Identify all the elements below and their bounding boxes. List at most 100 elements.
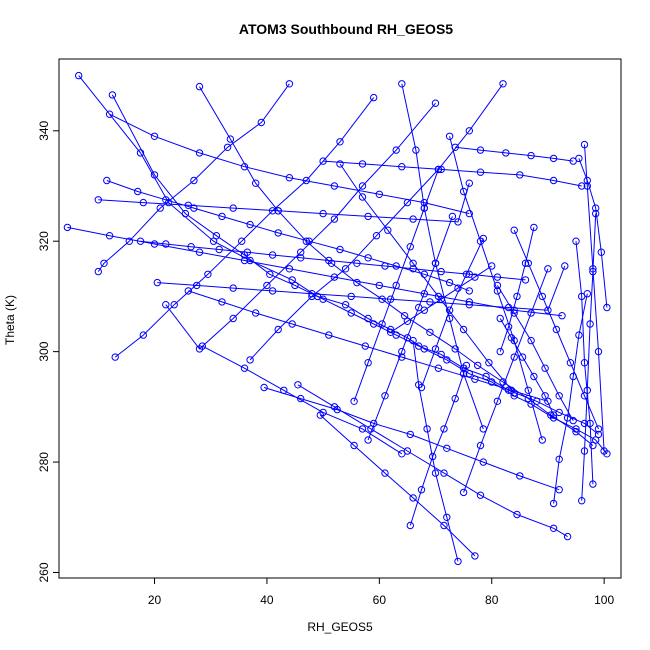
data-point <box>409 259 417 267</box>
data-point <box>589 441 597 450</box>
data-point <box>569 416 577 425</box>
data-point <box>150 132 159 141</box>
series-15 <box>184 287 552 405</box>
data-point <box>297 394 305 403</box>
data-point <box>150 240 159 248</box>
series-line-32 <box>367 216 453 441</box>
data-point <box>549 524 558 532</box>
data-point <box>580 359 589 367</box>
data-point <box>274 207 282 215</box>
data-point <box>465 301 473 309</box>
data-point <box>527 336 535 345</box>
series-25 <box>572 237 597 488</box>
data-point <box>325 256 333 265</box>
data-point <box>448 212 457 221</box>
series-line-14 <box>157 265 566 311</box>
data-point <box>246 220 254 229</box>
series-line-26 <box>584 144 605 452</box>
data-point <box>437 350 445 359</box>
series-19 <box>316 411 479 560</box>
data-point <box>139 198 148 207</box>
data-point <box>412 146 420 154</box>
data-point <box>336 138 344 146</box>
data-point <box>193 281 201 290</box>
series-3 <box>195 82 597 450</box>
series-line-7 <box>249 83 504 361</box>
data-point <box>125 237 134 245</box>
data-point <box>268 287 277 295</box>
data-point <box>541 364 549 372</box>
x-tick-label: 20 <box>148 593 162 607</box>
data-point <box>510 353 518 361</box>
data-point <box>426 328 434 336</box>
data-point <box>502 149 510 157</box>
series-line-29 <box>323 160 582 187</box>
data-point <box>589 265 597 273</box>
data-point <box>479 458 487 466</box>
data-point <box>549 176 558 185</box>
data-point <box>493 397 502 405</box>
series-28 <box>451 143 577 165</box>
data-point <box>240 256 249 265</box>
data-point <box>108 91 117 99</box>
data-point <box>417 486 426 494</box>
data-point <box>572 237 580 245</box>
x-tick-label: 80 <box>485 593 499 607</box>
data-point <box>288 320 296 328</box>
data-point <box>364 212 372 221</box>
data-point <box>111 353 119 361</box>
data-point <box>431 259 440 267</box>
series-line-37 <box>499 227 535 352</box>
series-line-4 <box>97 83 290 272</box>
data-point <box>510 226 518 234</box>
data-point <box>285 174 294 182</box>
data-point <box>504 323 513 331</box>
data-point <box>212 232 221 240</box>
data-point <box>347 309 355 317</box>
data-point <box>474 361 482 370</box>
data-point <box>63 223 72 232</box>
data-point <box>437 267 445 276</box>
data-point <box>226 135 235 143</box>
data-point <box>375 281 383 290</box>
data-point <box>594 425 603 433</box>
data-point <box>297 248 305 256</box>
data-point <box>569 157 577 165</box>
data-point <box>549 411 558 419</box>
data-point <box>445 132 454 141</box>
data-point <box>580 447 589 455</box>
data-point <box>294 381 302 389</box>
data-point <box>190 204 198 212</box>
data-point <box>552 325 561 334</box>
data-point <box>513 292 521 301</box>
series-26 <box>580 140 608 455</box>
series-10 <box>94 179 473 226</box>
data-point <box>198 342 207 350</box>
series-line-11 <box>106 180 470 292</box>
data-point <box>336 245 344 254</box>
data-point <box>406 521 414 530</box>
series-12 <box>136 237 530 284</box>
data-point <box>398 347 406 356</box>
data-point <box>493 281 502 290</box>
data-point <box>583 182 591 190</box>
data-point <box>586 320 594 328</box>
series-line-38 <box>421 238 484 388</box>
data-point <box>465 179 473 187</box>
data-point <box>594 430 603 439</box>
data-point <box>555 486 563 494</box>
series-line-33 <box>353 169 439 402</box>
series-line-27 <box>578 158 608 308</box>
data-point <box>398 450 406 458</box>
data-point <box>445 278 454 287</box>
series-33 <box>350 165 443 405</box>
data-point <box>420 204 428 212</box>
data-point <box>575 331 583 339</box>
data-point <box>350 397 358 405</box>
data-point <box>330 215 339 223</box>
data-point <box>471 375 479 383</box>
data-point <box>291 281 299 290</box>
data-point <box>134 187 142 196</box>
series-39 <box>386 262 496 336</box>
